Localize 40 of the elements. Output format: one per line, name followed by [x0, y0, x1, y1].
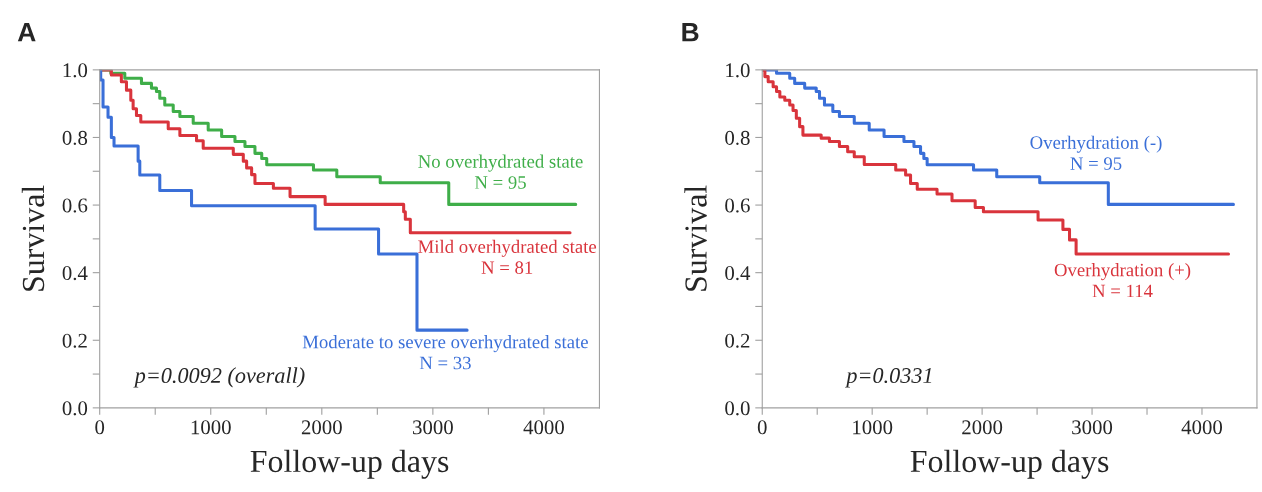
x-tick-label: 2000 [962, 420, 1003, 435]
x-tick-label: 4000 [523, 420, 564, 435]
y-tick-label: 1.0 [63, 63, 88, 78]
x-axis-title: Follow-up days [250, 449, 449, 479]
x-tick-label: 1000 [853, 420, 893, 435]
y-axis-title: Survival [21, 185, 45, 291]
y-tick-label: 0.4 [725, 266, 751, 281]
chart-title: B [682, 23, 699, 42]
annotation: N = 81 [481, 261, 533, 274]
y-tick-label: 1.0 [726, 63, 750, 78]
annotation: p=0.0331 [845, 368, 932, 388]
series-label: Overhydration (+) [1054, 263, 1191, 281]
series-label: No overhydrated state [418, 154, 583, 172]
y-tick-label: 0.8 [62, 130, 88, 145]
y-axis-title: Survival [684, 185, 707, 291]
y-tick-label: 0.2 [62, 333, 87, 348]
annotation: N = 33 [419, 356, 471, 370]
series-label: Mild overhydrated state [418, 239, 597, 257]
annotation: N = 95 [474, 176, 526, 189]
y-tick-label: 0.6 [62, 198, 88, 213]
series-label: Moderate to severe overhydrated state [302, 335, 588, 353]
y-tick-label: 0.0 [62, 401, 88, 416]
y-tick-label: 0.8 [725, 130, 750, 145]
y-tick-label: 0.0 [725, 401, 750, 416]
x-tick-label: 4000 [1181, 420, 1223, 435]
x-tick-label: 0 [95, 420, 105, 435]
x-tick-label: 3000 [413, 420, 453, 435]
x-tick-label: 0 [757, 420, 767, 435]
annotation: N = 95 [1070, 157, 1122, 170]
annotation: N = 114 [1092, 284, 1153, 298]
annotation: p=0.0092 (overall) [133, 367, 305, 388]
y-tick-label: 0.2 [725, 333, 750, 348]
x-tick-label: 3000 [1072, 420, 1113, 435]
y-tick-label: 0.6 [725, 198, 750, 213]
y-tick-label: 0.4 [62, 266, 88, 281]
x-tick-label: 2000 [301, 420, 342, 435]
x-axis-title: Follow-up days [910, 449, 1109, 479]
chart-title: A [17, 23, 36, 42]
series-label: Overhydration (-) [1030, 135, 1162, 153]
x-tick-label: 1000 [191, 420, 231, 435]
